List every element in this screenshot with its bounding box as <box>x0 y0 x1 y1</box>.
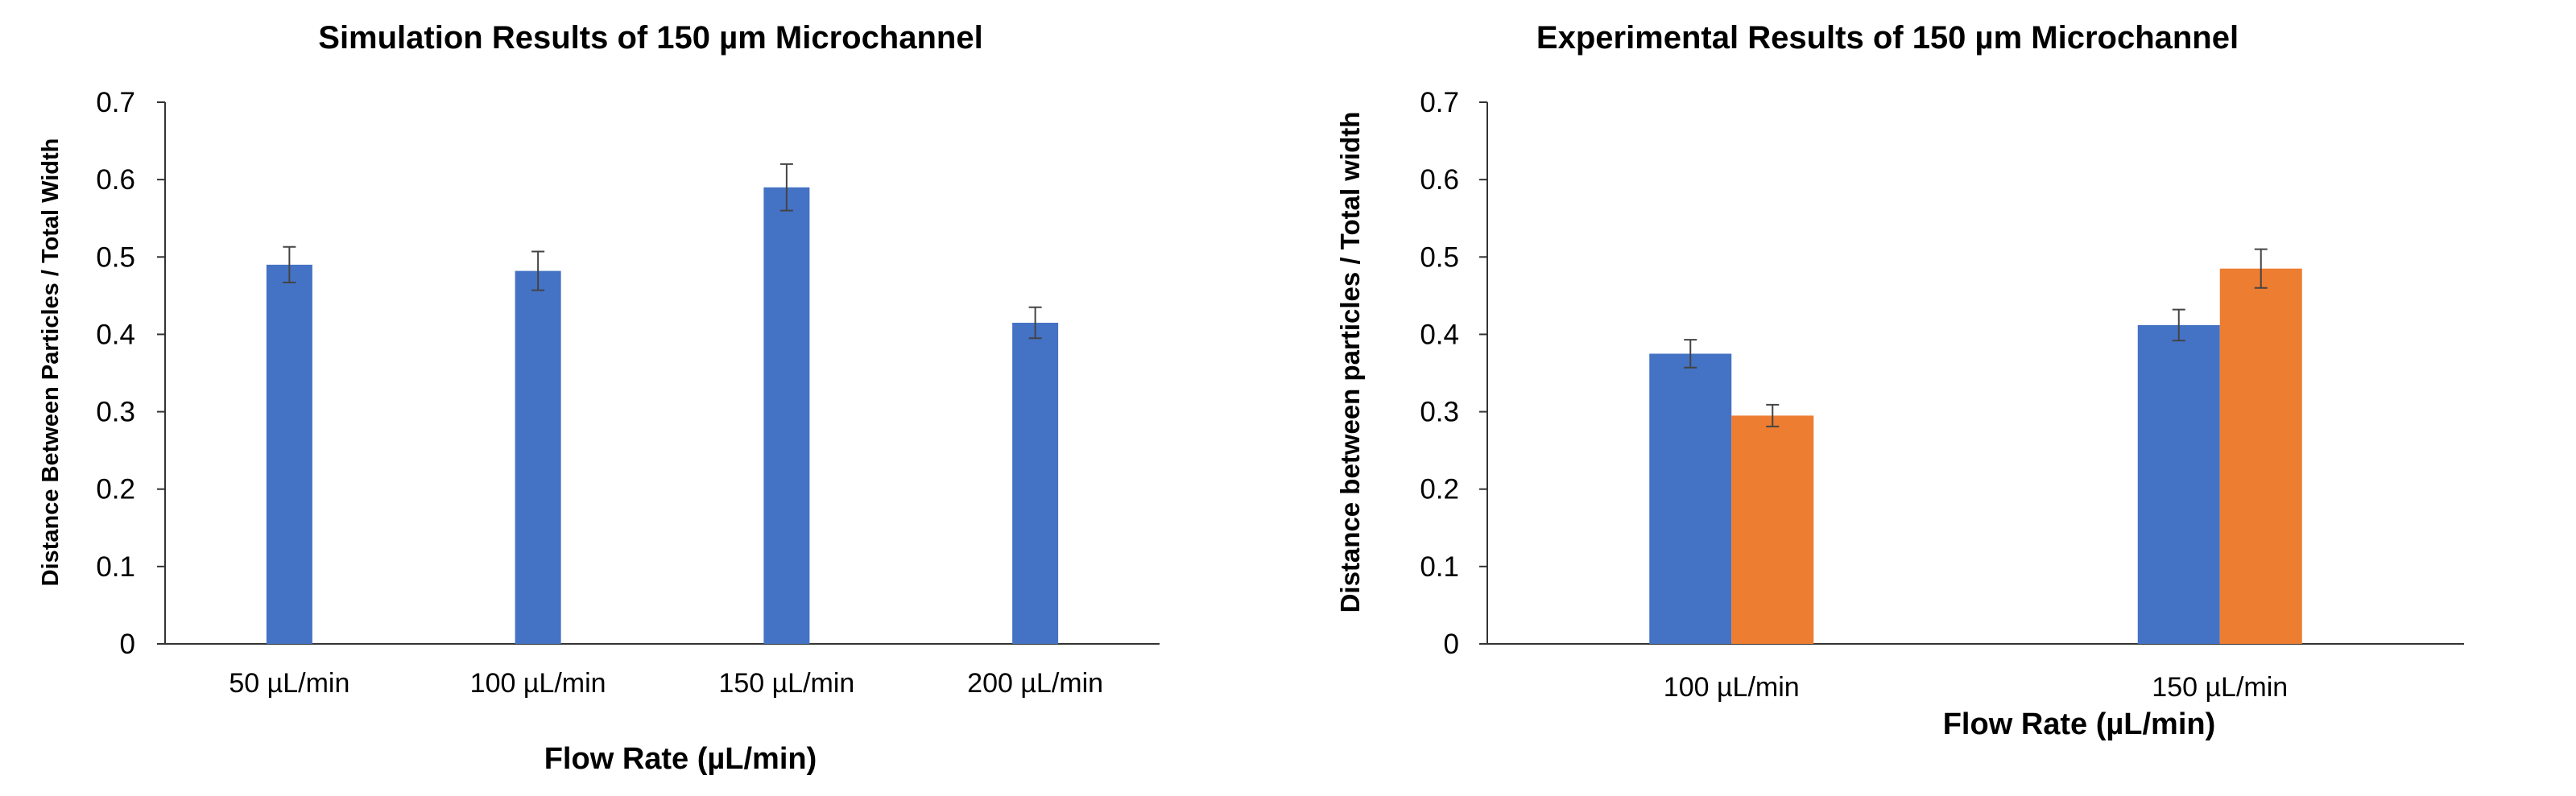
y-tick-label: 0.1 <box>1420 551 1459 583</box>
experimental-chart: Experimental Results of 150 µm Microchan… <box>1288 0 2576 796</box>
simulation-chart: Simulation Results of 150 µm Microchanne… <box>0 0 1256 796</box>
bar <box>2219 268 2302 644</box>
bar <box>2137 324 2220 644</box>
experimental-chart-svg: Experimental Results of 150 µm Microchan… <box>1335 20 2464 741</box>
y-tick-label: 0.5 <box>96 241 135 273</box>
y-tick-label: 0.7 <box>1420 87 1459 118</box>
x-axis-title: Flow Rate (µL/min) <box>544 742 817 776</box>
y-tick-label: 0 <box>1444 629 1459 660</box>
bar <box>266 264 312 644</box>
x-axis-title: Flow Rate (µL/min) <box>1943 707 2216 741</box>
y-tick-label: 0.6 <box>1420 164 1459 196</box>
y-axis-title: Distance between particles / Total width <box>1335 112 1365 613</box>
bar <box>1731 415 1814 644</box>
y-tick-label: 0.2 <box>1420 474 1459 505</box>
y-tick-label: 0.7 <box>96 87 135 118</box>
category-label: 150 µL/min <box>718 668 854 699</box>
bar <box>1649 353 1732 644</box>
y-tick-label: 0.5 <box>1420 241 1459 273</box>
y-tick-label: 0.2 <box>96 474 135 505</box>
y-tick-label: 0.3 <box>96 397 135 428</box>
bar <box>763 187 810 644</box>
category-label: 200 µL/min <box>967 668 1103 699</box>
y-tick-label: 0 <box>120 629 135 660</box>
y-tick-label: 0.4 <box>1420 319 1459 350</box>
category-label: 100 µL/min <box>1664 672 1800 703</box>
y-tick-label: 0.1 <box>96 551 135 583</box>
category-label: 50 µL/min <box>229 668 349 699</box>
chart-title: Simulation Results of 150 µm Microchanne… <box>318 20 982 56</box>
simulation-chart-svg: Simulation Results of 150 µm Microchanne… <box>38 20 1160 776</box>
y-tick-label: 0.6 <box>96 164 135 196</box>
bar <box>515 270 561 644</box>
bar <box>1012 323 1059 644</box>
y-axis-title: Distance Between Particles / Total Width <box>38 138 64 587</box>
category-label: 100 µL/min <box>470 668 606 699</box>
y-tick-label: 0.4 <box>96 319 135 350</box>
chart-title: Experimental Results of 150 µm Microchan… <box>1536 20 2239 56</box>
y-tick-label: 0.3 <box>1420 397 1459 428</box>
category-label: 150 µL/min <box>2152 672 2288 703</box>
